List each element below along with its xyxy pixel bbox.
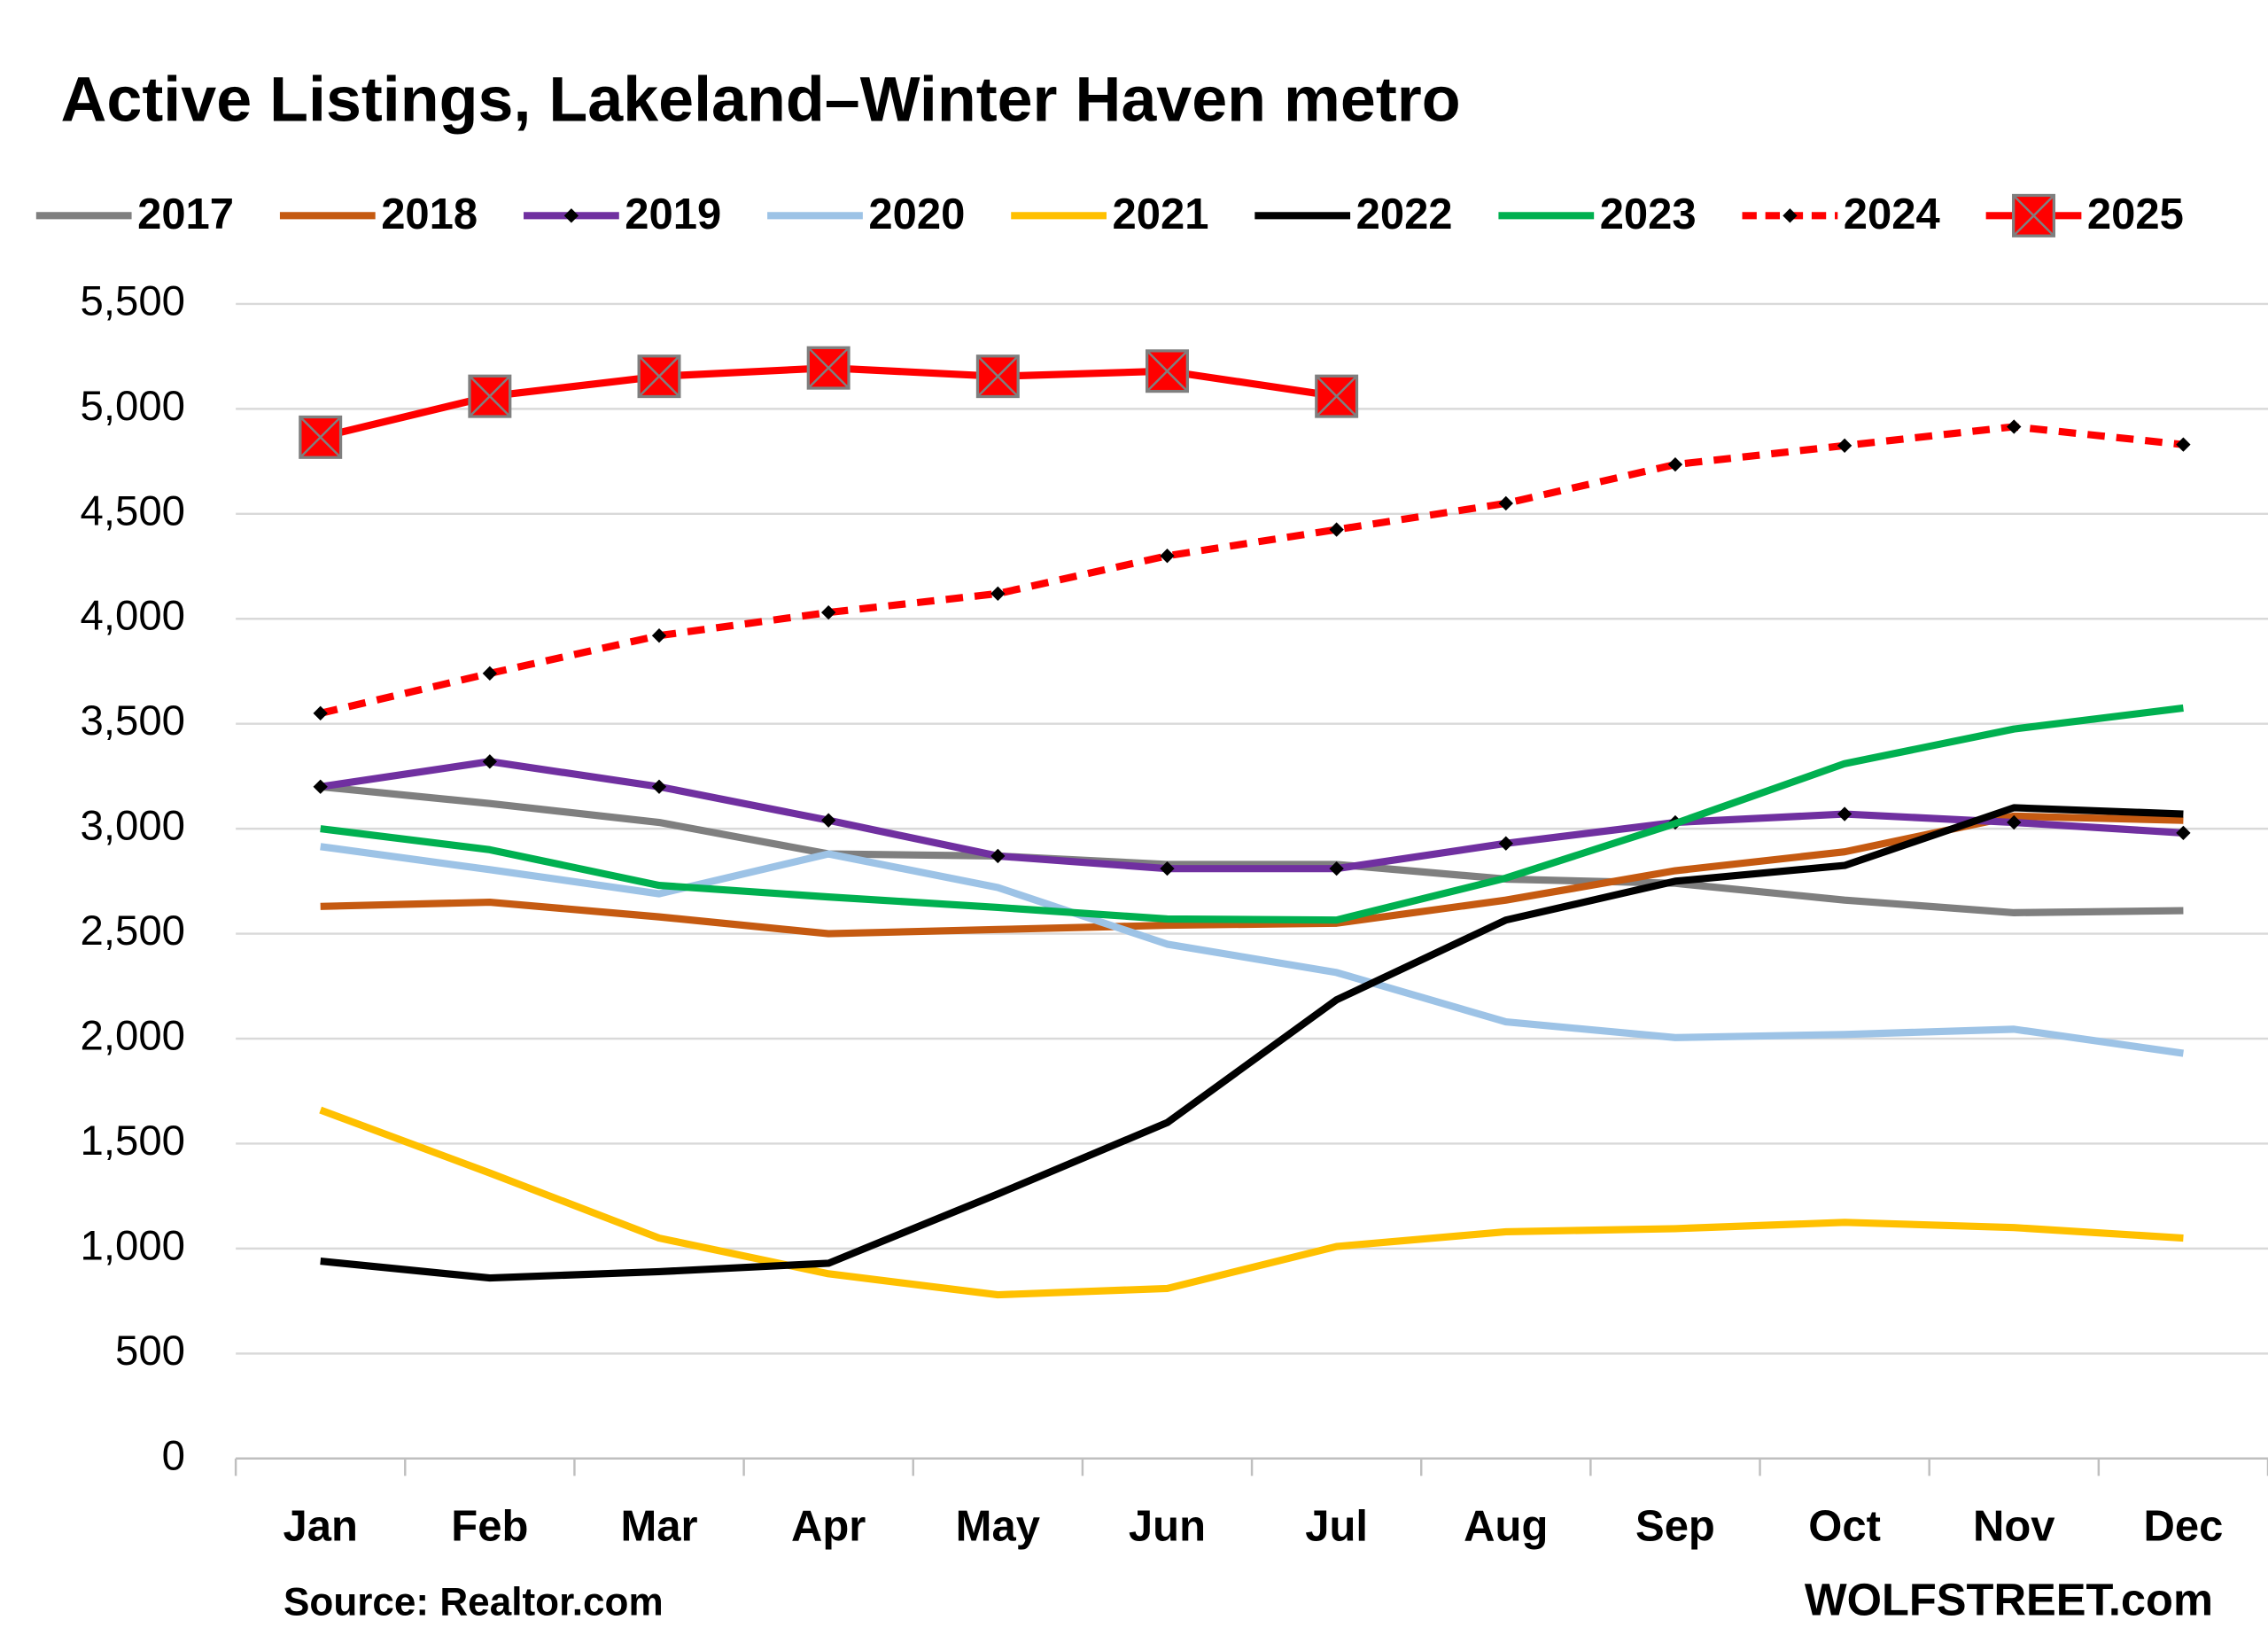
marker [1315, 374, 1359, 418]
marker [1329, 522, 1344, 537]
marker [990, 586, 1006, 601]
marker [1145, 349, 1189, 393]
x-tick-label: Jan [284, 1503, 358, 1551]
marker [1160, 861, 1175, 876]
marker [1783, 208, 1798, 223]
line [320, 783, 2184, 916]
y-tick-label: 2,500 [81, 907, 185, 954]
marker [1667, 456, 1683, 472]
y-tick-label: 1,500 [81, 1118, 185, 1164]
x-tick-label: Mar [620, 1503, 697, 1551]
x-tick-label: Jul [1305, 1503, 1368, 1551]
x-tick-label: Feb [451, 1503, 528, 1551]
marker [821, 813, 836, 828]
y-tick-label: 4,000 [81, 593, 185, 640]
marker [806, 346, 850, 390]
marker [482, 754, 498, 769]
x-tick-label: May [956, 1503, 1040, 1551]
marker [1498, 495, 1513, 511]
credit: WOLFSTREET.com [1805, 1574, 2213, 1624]
y-tick-label: 4,500 [81, 487, 185, 534]
marker [2012, 193, 2055, 238]
x-tick-label: Oct [1808, 1503, 1881, 1551]
marker [990, 848, 1006, 864]
marker [637, 354, 681, 399]
legend-label: 2017 [137, 191, 234, 238]
x-tick-label: Aug [1464, 1503, 1548, 1551]
y-tick-label: 3,000 [81, 803, 185, 850]
legend-label: 2023 [1600, 191, 1697, 238]
y-tick-label: 2,000 [81, 1013, 185, 1060]
line [320, 843, 2185, 1057]
marker [2176, 825, 2191, 841]
x-tick-label: Dec [2143, 1503, 2223, 1551]
legend-label: 2018 [381, 191, 478, 238]
line [320, 704, 2184, 924]
x-tick-label: Sep [1635, 1503, 1715, 1551]
marker [2007, 814, 2022, 830]
legend-label: 2021 [1113, 191, 1209, 238]
y-tick-label: 3,500 [81, 697, 185, 744]
x-tick-label: Nov [1973, 1503, 2055, 1551]
line [320, 812, 2184, 938]
source: Source: Realtor.com [284, 1580, 664, 1624]
marker [313, 705, 328, 721]
legend-label: 2022 [1356, 191, 1453, 238]
x-tick-label: Apr [791, 1503, 866, 1551]
chart-title: Active Listings, Lakeland–Winter Haven m… [61, 65, 1461, 136]
y-tick-label: 0 [162, 1432, 185, 1479]
marker [563, 208, 579, 223]
marker [2007, 419, 2022, 434]
marker [1498, 836, 1513, 851]
marker [1329, 861, 1344, 876]
marker [299, 415, 343, 459]
marker [651, 628, 667, 643]
y-tick-label: 1,000 [81, 1222, 185, 1269]
marker [482, 666, 498, 681]
marker [1837, 806, 1852, 822]
y-tick-label: 5,000 [81, 383, 185, 430]
marker [468, 374, 512, 418]
x-tick-label: Jun [1129, 1503, 1206, 1551]
marker [313, 779, 328, 794]
legend-label: 2025 [2087, 191, 2184, 238]
marker [651, 779, 667, 794]
legend-label: 2019 [625, 191, 721, 238]
marker [975, 354, 1020, 399]
legend-label: 2020 [868, 191, 965, 238]
marker [2176, 437, 2191, 452]
y-tick-label: 5,500 [81, 277, 185, 324]
y-tick-label: 500 [115, 1328, 185, 1375]
line [319, 1106, 2184, 1299]
marker [1837, 438, 1852, 453]
legend-label: 2024 [1844, 191, 1940, 238]
line [319, 423, 2184, 717]
line [320, 804, 2184, 1282]
line [320, 758, 2184, 873]
marker [821, 604, 836, 620]
marker [1160, 549, 1175, 564]
